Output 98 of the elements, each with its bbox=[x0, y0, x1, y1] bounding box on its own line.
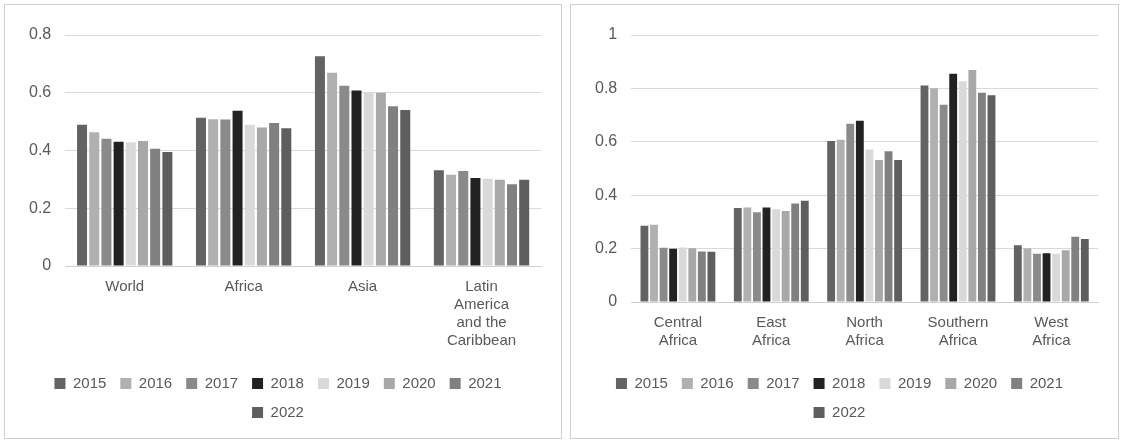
bar bbox=[446, 174, 457, 266]
bar bbox=[875, 159, 883, 302]
bar bbox=[314, 56, 325, 266]
y-tick-label: 0.8 bbox=[594, 78, 618, 96]
bar bbox=[987, 95, 996, 302]
y-tick-label: 0.6 bbox=[594, 132, 618, 150]
bar bbox=[400, 110, 411, 266]
legend-label: 2021 bbox=[1029, 373, 1064, 391]
bar bbox=[327, 72, 338, 266]
bar bbox=[1080, 238, 1089, 302]
bar bbox=[1023, 248, 1032, 302]
y-tick-label: 0.2 bbox=[28, 198, 52, 216]
x-tick-label: Southern Africa bbox=[927, 313, 989, 349]
bar bbox=[791, 203, 800, 302]
legend-label: 2021 bbox=[468, 373, 502, 391]
bar bbox=[743, 207, 752, 302]
bar bbox=[89, 132, 100, 266]
x-tick-label: Asia bbox=[348, 277, 378, 295]
bar bbox=[884, 151, 893, 302]
bar bbox=[781, 210, 790, 302]
y-tick-label: 0.6 bbox=[28, 83, 52, 101]
bar bbox=[669, 248, 678, 302]
bar bbox=[162, 151, 173, 266]
legend-label: 2017 bbox=[766, 373, 800, 391]
bar bbox=[458, 171, 469, 266]
x-tick-label: Central Africa bbox=[653, 313, 703, 349]
legend-label: 2022 bbox=[270, 402, 304, 420]
bar bbox=[208, 119, 219, 266]
bar bbox=[707, 251, 716, 302]
bar bbox=[388, 106, 399, 266]
legend-label: 2016 bbox=[138, 373, 173, 391]
bar bbox=[470, 177, 481, 266]
y-tick-label: 0 bbox=[608, 292, 618, 310]
legend-label: 2019 bbox=[897, 373, 932, 391]
bar bbox=[150, 148, 161, 266]
bar bbox=[507, 184, 518, 266]
bar bbox=[339, 85, 350, 266]
legend-label: 2019 bbox=[336, 373, 370, 391]
y-tick-label: 0 bbox=[42, 256, 52, 274]
bar bbox=[256, 127, 267, 266]
bar bbox=[519, 179, 530, 266]
bar bbox=[195, 117, 206, 266]
legend-label: 2017 bbox=[204, 373, 239, 391]
bar bbox=[1061, 250, 1070, 302]
y-tick-label: 0.4 bbox=[594, 185, 618, 203]
bar bbox=[138, 140, 148, 266]
bar bbox=[930, 88, 938, 302]
bar bbox=[949, 73, 958, 302]
y-tick-label: 0.8 bbox=[28, 25, 52, 43]
x-tick-label: East Africa bbox=[752, 313, 792, 349]
y-tick-label: 0.2 bbox=[594, 239, 618, 257]
legend-label: 2018 bbox=[832, 373, 866, 391]
bar bbox=[752, 212, 761, 302]
bar bbox=[800, 200, 809, 302]
bar bbox=[232, 110, 243, 266]
x-tick-label: Africa bbox=[224, 277, 264, 295]
y-tick-label: 0.4 bbox=[28, 140, 52, 158]
bar bbox=[846, 123, 855, 302]
legend-label: 2015 bbox=[72, 373, 107, 391]
legend-label: 2022 bbox=[832, 402, 866, 420]
bar bbox=[762, 207, 771, 302]
bar bbox=[977, 92, 986, 302]
legend-label: 2020 bbox=[402, 373, 436, 391]
bar bbox=[1013, 245, 1022, 302]
bar bbox=[968, 69, 977, 302]
bar bbox=[836, 139, 845, 302]
bar bbox=[939, 104, 948, 302]
x-tick-label: World bbox=[105, 277, 145, 295]
bar bbox=[688, 248, 697, 302]
bar bbox=[433, 170, 444, 266]
bar bbox=[113, 141, 124, 266]
y-tick-label: 1 bbox=[608, 25, 618, 43]
legend-label: 2016 bbox=[700, 373, 734, 391]
bar bbox=[1042, 253, 1051, 302]
bar bbox=[220, 119, 231, 266]
x-tick-label: Latin America and the Caribbean bbox=[446, 277, 517, 349]
bar bbox=[650, 224, 658, 302]
bar bbox=[494, 179, 505, 266]
bar bbox=[281, 128, 292, 266]
bar bbox=[733, 208, 742, 302]
legend-label: 2018 bbox=[270, 373, 304, 391]
bar bbox=[697, 251, 706, 302]
bar bbox=[920, 85, 929, 302]
x-tick-label: North Africa bbox=[845, 313, 885, 349]
legend-label: 2015 bbox=[634, 373, 668, 391]
bar bbox=[827, 141, 836, 302]
bar bbox=[1033, 253, 1041, 302]
bar bbox=[351, 90, 362, 266]
bar bbox=[101, 138, 112, 266]
bar bbox=[894, 159, 903, 302]
bar bbox=[855, 120, 864, 302]
bar bbox=[77, 124, 88, 266]
bar bbox=[269, 123, 280, 266]
bar bbox=[1071, 236, 1080, 302]
legend-label: 2020 bbox=[963, 373, 998, 391]
bar bbox=[659, 247, 668, 302]
x-tick-label: West Africa bbox=[1032, 313, 1072, 349]
bar bbox=[375, 92, 386, 266]
